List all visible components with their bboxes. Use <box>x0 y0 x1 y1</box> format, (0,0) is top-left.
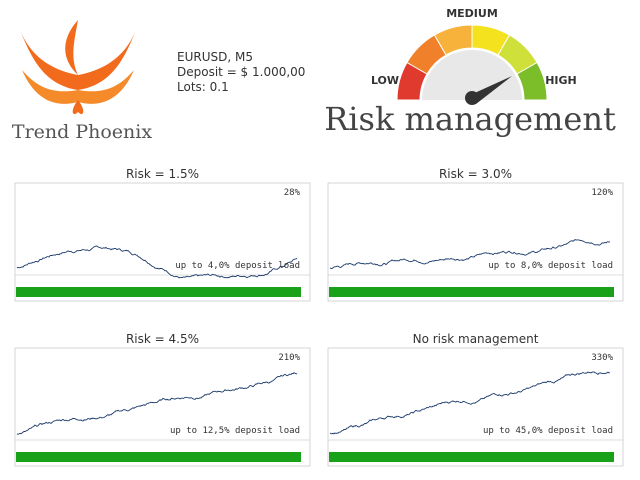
deposit: Deposit = $ 1.000,00 <box>177 65 305 79</box>
gauge <box>396 24 548 105</box>
gauge-low: LOW <box>371 74 399 87</box>
deposit-load: up to 8,0% deposit load <box>488 261 613 271</box>
deposit-load: up to 4,0% deposit load <box>175 261 300 271</box>
logo <box>20 20 136 115</box>
gauge-medium: MEDIUM <box>446 7 498 20</box>
chart-frame <box>14 182 311 302</box>
equity-curve <box>329 371 610 435</box>
gauge-hub <box>465 91 479 105</box>
volume <box>16 287 301 297</box>
chart-frame <box>327 182 624 302</box>
gauge-high: HIGH <box>545 74 577 87</box>
volume <box>16 452 301 462</box>
symbol: EURUSD, M5 <box>177 50 253 64</box>
chart-frame <box>14 347 311 467</box>
panel-title: Risk = 4.5% <box>126 332 199 346</box>
deposit-load: up to 12,5% deposit load <box>170 426 300 436</box>
profit: 210% <box>278 353 300 363</box>
profit: 120% <box>591 188 613 198</box>
lots: Lots: 0.1 <box>177 80 229 94</box>
profit: 330% <box>591 353 613 363</box>
deposit-load: up to 45,0% deposit load <box>483 426 613 436</box>
equity-curve <box>16 245 298 279</box>
volume <box>329 287 614 297</box>
equity-curve <box>329 238 611 269</box>
equity-curve <box>16 372 298 435</box>
chart-frame <box>327 347 624 467</box>
brand: Trend Phoenix <box>12 121 152 143</box>
gauge-segment <box>516 61 548 101</box>
panel-title: Risk = 3.0% <box>439 167 512 181</box>
panel-title: Risk = 1.5% <box>126 167 199 181</box>
volume <box>329 452 614 462</box>
gauge-needle <box>468 76 512 104</box>
panel-title: No risk management <box>413 332 539 346</box>
page-title: Risk management <box>324 100 616 138</box>
profit: 28% <box>284 188 301 198</box>
